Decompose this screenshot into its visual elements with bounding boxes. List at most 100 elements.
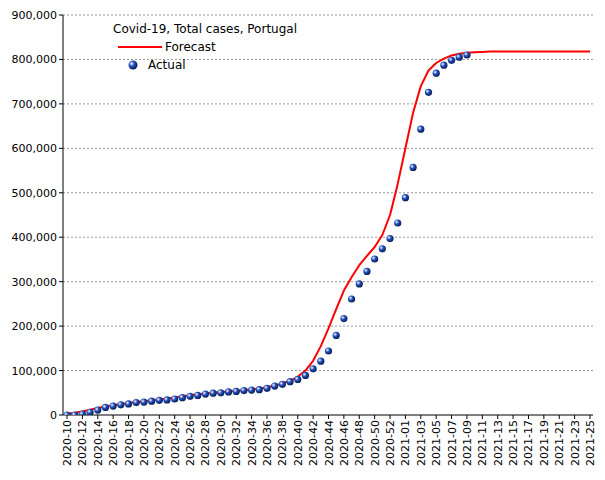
x-tick — [436, 415, 437, 419]
y-tick — [59, 415, 63, 416]
x-tick — [297, 415, 298, 419]
grid-line — [63, 59, 593, 60]
actual-point — [117, 401, 124, 408]
x-tick — [236, 415, 237, 419]
x-tick-label: 2020-32 — [230, 420, 243, 466]
x-tick-label: 2020-12 — [76, 420, 89, 466]
chart-title: Covid-19, Total cases, Portugal — [113, 22, 297, 36]
actual-point — [133, 399, 140, 406]
x-tick — [420, 415, 421, 419]
y-tick — [59, 148, 63, 149]
x-tick-label: 2020-52 — [384, 420, 397, 466]
x-tick — [220, 415, 221, 419]
actual-point — [325, 347, 332, 354]
x-tick-label: 2020-48 — [353, 420, 366, 466]
x-tick — [405, 415, 406, 419]
actual-point — [310, 365, 317, 372]
y-tick-label: 800,000 — [12, 53, 58, 66]
x-tick-label: 2021-17 — [522, 420, 535, 466]
x-tick-label: 2020-20 — [138, 420, 151, 466]
x-tick — [266, 415, 267, 419]
x-tick — [282, 415, 283, 419]
x-tick — [190, 415, 191, 419]
actual-point — [425, 89, 432, 96]
actual-point — [233, 388, 240, 395]
actual-point — [94, 407, 101, 414]
x-tick — [113, 415, 114, 419]
x-tick — [574, 415, 575, 419]
x-tick — [97, 415, 98, 419]
x-tick — [313, 415, 314, 419]
y-tick-label: 200,000 — [12, 320, 58, 333]
plot-area — [63, 51, 590, 415]
actual-point — [156, 397, 163, 404]
x-tick — [497, 415, 498, 419]
x-tick-label: 2020-26 — [184, 420, 197, 466]
actual-point — [363, 268, 370, 275]
grid-line — [63, 237, 593, 238]
y-tick-label: 0 — [50, 409, 57, 422]
actual-point — [217, 389, 224, 396]
x-tick-label: 2021-23 — [569, 420, 582, 466]
y-tick — [59, 15, 63, 16]
actual-point — [240, 387, 247, 394]
actual-point — [302, 372, 309, 379]
x-tick — [466, 415, 467, 419]
x-tick — [82, 415, 83, 419]
actual-point — [402, 194, 409, 201]
x-tick — [159, 415, 160, 419]
actual-point — [448, 57, 455, 64]
x-tick-label: 2021-19 — [538, 420, 551, 466]
actual-point — [63, 411, 70, 415]
actual-point — [456, 54, 463, 61]
actual-point — [194, 392, 201, 399]
x-tick-label: 2020-28 — [199, 420, 212, 466]
x-tick — [374, 415, 375, 419]
actual-point — [210, 390, 217, 397]
x-tick-label: 2020-16 — [107, 420, 120, 466]
x-tick-label: 2020-14 — [92, 420, 105, 466]
x-tick — [513, 415, 514, 419]
legend-line — [118, 46, 162, 48]
actual-point — [317, 358, 324, 365]
x-tick — [343, 415, 344, 419]
actual-point — [371, 255, 378, 262]
x-tick — [174, 415, 175, 419]
x-tick — [451, 415, 452, 419]
x-tick — [359, 415, 360, 419]
grid-line — [63, 326, 593, 327]
x-tick-label: 2021-07 — [446, 420, 459, 466]
y-tick-label: 100,000 — [12, 365, 58, 378]
actual-point — [271, 383, 278, 390]
x-tick-label: 2021-05 — [430, 420, 443, 466]
actual-point — [356, 280, 363, 287]
legend-marker — [129, 61, 138, 70]
x-tick — [143, 415, 144, 419]
x-tick-label: 2020-50 — [369, 420, 382, 466]
x-tick — [590, 415, 591, 419]
y-tick-label: 400,000 — [12, 231, 58, 244]
actual-point — [433, 70, 440, 77]
actual-point — [202, 391, 209, 398]
legend-label: Forecast — [165, 40, 216, 54]
actual-point — [263, 385, 270, 392]
grid-line — [63, 281, 593, 282]
x-tick — [482, 415, 483, 419]
actual-point — [417, 126, 424, 133]
x-tick — [128, 415, 129, 419]
x-tick — [559, 415, 560, 419]
actual-point — [140, 399, 147, 406]
x-tick-label: 2021-03 — [415, 420, 428, 466]
x-tick — [543, 415, 544, 419]
actual-point — [256, 386, 263, 393]
x-tick-label: 2020-46 — [338, 420, 351, 466]
grid-line — [63, 370, 593, 371]
x-tick-label: 2020-22 — [153, 420, 166, 466]
actual-point — [179, 394, 186, 401]
actual-point — [394, 219, 401, 226]
x-tick-label: 2021-09 — [461, 420, 474, 466]
actual-point — [286, 378, 293, 385]
y-tick — [59, 192, 63, 193]
y-tick-label: 300,000 — [12, 276, 58, 289]
y-tick — [59, 103, 63, 104]
